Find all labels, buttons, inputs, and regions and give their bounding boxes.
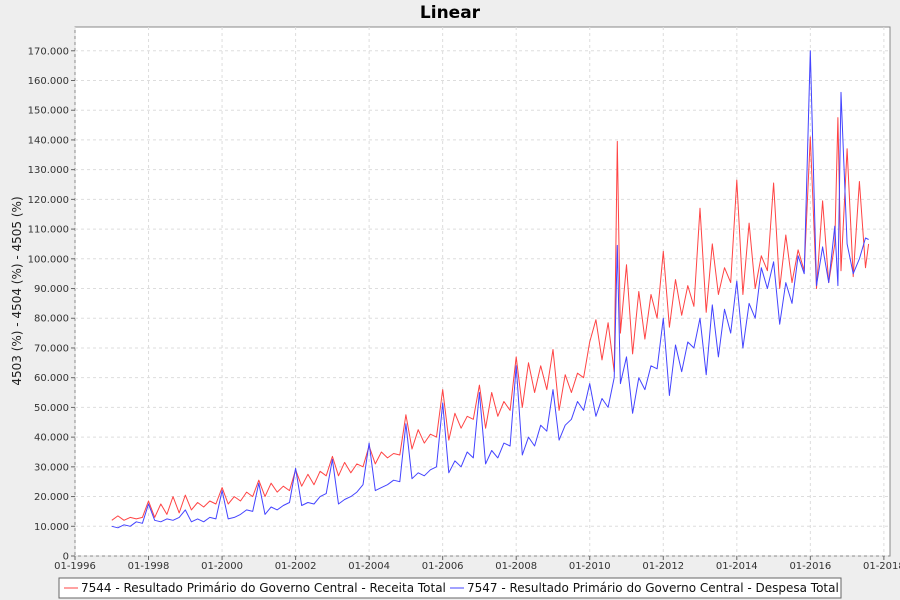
y-tick-label: 20.000 [34, 492, 69, 503]
y-tick-label: 160.000 [28, 76, 69, 87]
x-tick-label: 01-2018 [863, 561, 900, 572]
legend-label-despesa: 7547 - Resultado Primário do Governo Cen… [467, 581, 839, 595]
y-tick-label: 80.000 [34, 314, 69, 325]
series-lines [111, 50, 870, 529]
y-tick-label: 60.000 [34, 373, 69, 384]
y-tick-label: 120.000 [28, 195, 69, 206]
x-tick-label: 01-1998 [128, 561, 170, 572]
x-tick-label: 01-2004 [348, 561, 390, 572]
x-tick-label: 01-2000 [201, 561, 243, 572]
x-tick-label: 01-2010 [569, 561, 611, 572]
y-tick-label: 100.000 [28, 254, 69, 265]
x-tick-label: 01-2008 [495, 561, 537, 572]
x-tick-label: 01-2012 [642, 561, 684, 572]
plot-area [74, 26, 891, 557]
grid-lines [74, 27, 890, 557]
y-tick-label: 70.000 [34, 343, 69, 354]
x-tick-label: 01-2006 [422, 561, 464, 572]
y-tick-label: 10.000 [34, 522, 69, 533]
legend-label-receita: 7544 - Resultado Primário do Governo Cen… [81, 581, 446, 595]
y-tick-label: 140.000 [28, 135, 69, 146]
y-tick-label: 130.000 [28, 165, 69, 176]
x-tick-label: 01-1996 [54, 561, 96, 572]
series-line-0 [111, 117, 870, 521]
y-tick-label: 40.000 [34, 433, 69, 444]
y-axis: 0 10.000 20.000 30.000 40.000 50.000 60.000 70.… [28, 46, 75, 563]
x-tick-label: 01-2014 [716, 561, 758, 572]
x-tick-label: 01-2016 [789, 561, 831, 572]
y-tick-label: 50.000 [34, 403, 69, 414]
y-tick-label: 110.000 [28, 225, 69, 236]
y-tick-label: 90.000 [34, 284, 69, 295]
x-axis: 01-1996 01-1998 01-2000 01-2002 01-2004 01-20… [54, 556, 900, 572]
series-line-1 [111, 50, 869, 529]
chart-title: Linear [420, 3, 481, 23]
y-tick-label: 150.000 [28, 106, 69, 117]
y-tick-label: 30.000 [34, 462, 69, 473]
y-axis-label: 4503 (%) - 4504 (%) - 4505 (%) [10, 196, 24, 385]
y-tick-label: 170.000 [28, 46, 69, 57]
legend: 7544 - Resultado Primário do Governo Cen… [58, 577, 842, 599]
x-tick-label: 01-2002 [275, 561, 317, 572]
y-tick-label: 0 [63, 552, 69, 563]
